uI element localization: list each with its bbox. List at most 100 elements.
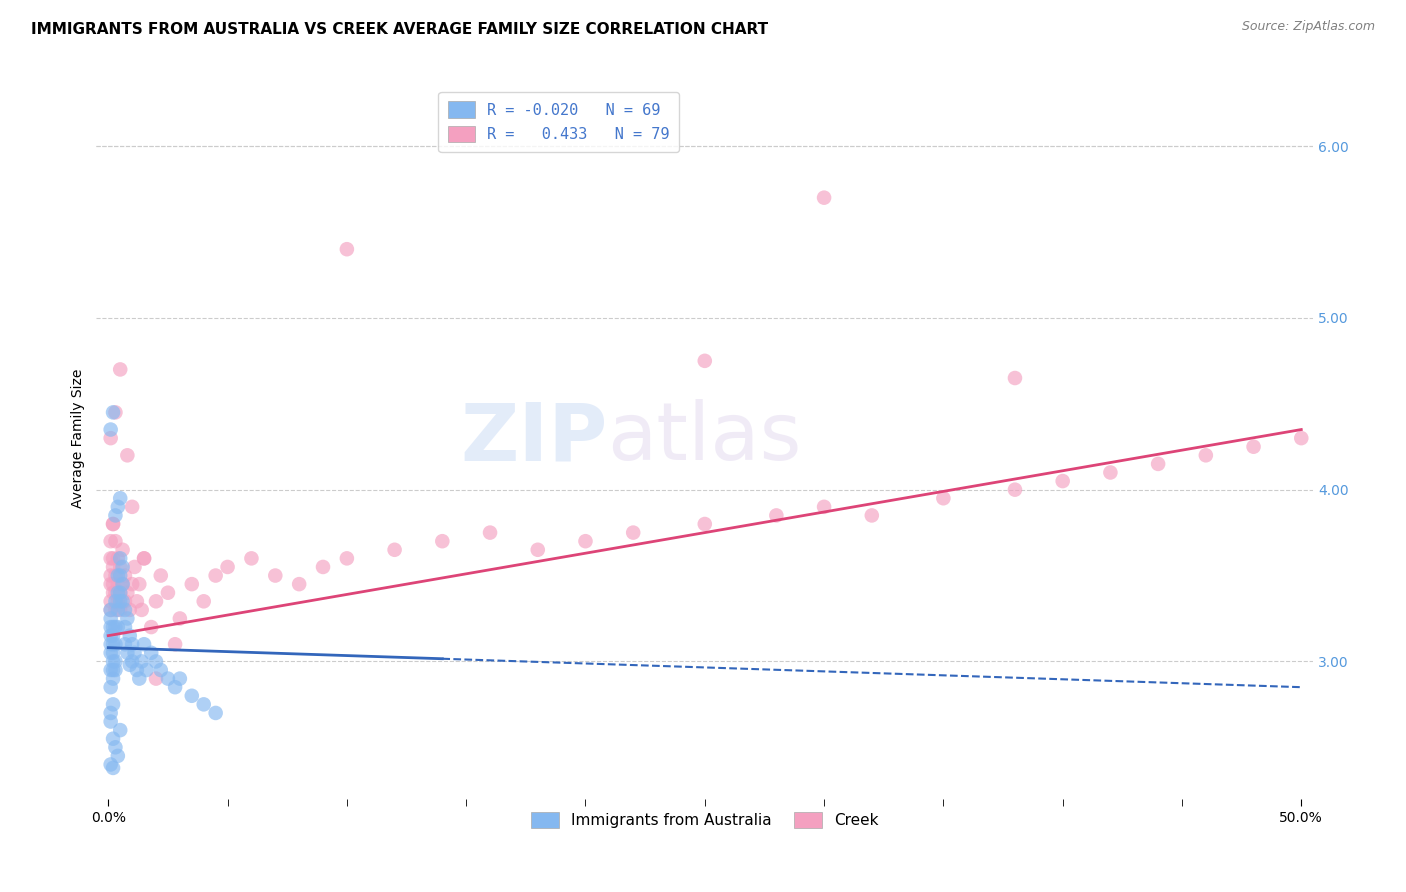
Point [111, 594, 134, 608]
Point [124, 646, 146, 660]
Point [100, 757, 122, 772]
Point [101, 761, 124, 775]
Point [149, 568, 172, 582]
Point [860, 508, 883, 523]
Point [100, 431, 122, 445]
Point [100, 423, 122, 437]
Point [145, 594, 167, 608]
Point [104, 405, 127, 419]
Point [336, 551, 359, 566]
Point [114, 603, 136, 617]
Point [104, 585, 127, 599]
Point [193, 594, 215, 608]
Point [1099, 466, 1122, 480]
Point [101, 646, 124, 660]
Point [145, 655, 167, 669]
Point [121, 500, 143, 514]
Point [132, 637, 155, 651]
Point [101, 405, 124, 419]
Point [104, 637, 127, 651]
Point [101, 551, 124, 566]
Point [288, 577, 311, 591]
Point [693, 354, 716, 368]
Point [101, 516, 124, 531]
Point [100, 534, 122, 549]
Point [101, 731, 124, 746]
Point [118, 657, 141, 672]
Point [131, 603, 153, 617]
Point [128, 672, 150, 686]
Point [100, 568, 122, 582]
Y-axis label: Average Family Size: Average Family Size [72, 368, 86, 508]
Point [118, 603, 141, 617]
Point [111, 577, 134, 591]
Point [432, 534, 454, 549]
Point [1004, 483, 1026, 497]
Point [108, 603, 131, 617]
Point [104, 568, 127, 582]
Point [107, 585, 129, 599]
Point [204, 568, 226, 582]
Point [145, 672, 167, 686]
Point [107, 500, 129, 514]
Point [101, 620, 124, 634]
Point [108, 568, 131, 582]
Point [169, 672, 191, 686]
Point [108, 491, 131, 506]
Point [121, 655, 143, 669]
Point [118, 629, 141, 643]
Point [104, 655, 127, 669]
Point [111, 542, 134, 557]
Point [932, 491, 955, 506]
Point [101, 585, 124, 599]
Point [156, 585, 179, 599]
Point [1147, 457, 1170, 471]
Point [1052, 474, 1074, 488]
Point [100, 706, 122, 720]
Point [165, 637, 187, 651]
Point [107, 748, 129, 763]
Point [101, 663, 124, 677]
Point [1243, 440, 1265, 454]
Point [100, 637, 122, 651]
Point [100, 577, 122, 591]
Point [117, 646, 139, 660]
Point [100, 714, 122, 729]
Text: ZIP: ZIP [460, 399, 607, 477]
Point [100, 620, 122, 634]
Point [104, 620, 127, 634]
Point [1195, 448, 1218, 462]
Point [240, 551, 263, 566]
Point [765, 508, 787, 523]
Point [1291, 431, 1313, 445]
Point [108, 723, 131, 738]
Point [264, 568, 287, 582]
Text: IMMIGRANTS FROM AUSTRALIA VS CREEK AVERAGE FAMILY SIZE CORRELATION CHART: IMMIGRANTS FROM AUSTRALIA VS CREEK AVERA… [31, 22, 768, 37]
Point [111, 560, 134, 574]
Point [121, 637, 143, 651]
Point [108, 560, 131, 574]
Point [107, 603, 129, 617]
Point [125, 663, 148, 677]
Point [131, 655, 153, 669]
Point [204, 706, 226, 720]
Point [100, 629, 122, 643]
Point [813, 191, 835, 205]
Point [101, 655, 124, 669]
Point [384, 542, 406, 557]
Point [108, 585, 131, 599]
Point [100, 551, 122, 566]
Point [101, 516, 124, 531]
Point [169, 611, 191, 625]
Point [108, 585, 131, 599]
Point [104, 594, 127, 608]
Point [114, 568, 136, 582]
Point [100, 611, 122, 625]
Point [107, 551, 129, 566]
Point [621, 525, 644, 540]
Point [117, 448, 139, 462]
Point [124, 560, 146, 574]
Point [479, 525, 502, 540]
Point [693, 516, 716, 531]
Point [107, 568, 129, 582]
